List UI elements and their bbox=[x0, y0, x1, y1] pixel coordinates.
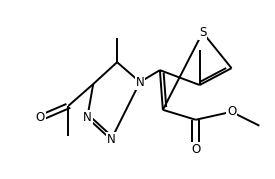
Text: O: O bbox=[227, 105, 236, 118]
Text: N: N bbox=[136, 76, 144, 89]
Text: O: O bbox=[191, 143, 200, 156]
Text: O: O bbox=[36, 111, 45, 124]
Text: N: N bbox=[107, 133, 116, 146]
Text: S: S bbox=[199, 26, 206, 39]
Text: N: N bbox=[83, 111, 92, 124]
